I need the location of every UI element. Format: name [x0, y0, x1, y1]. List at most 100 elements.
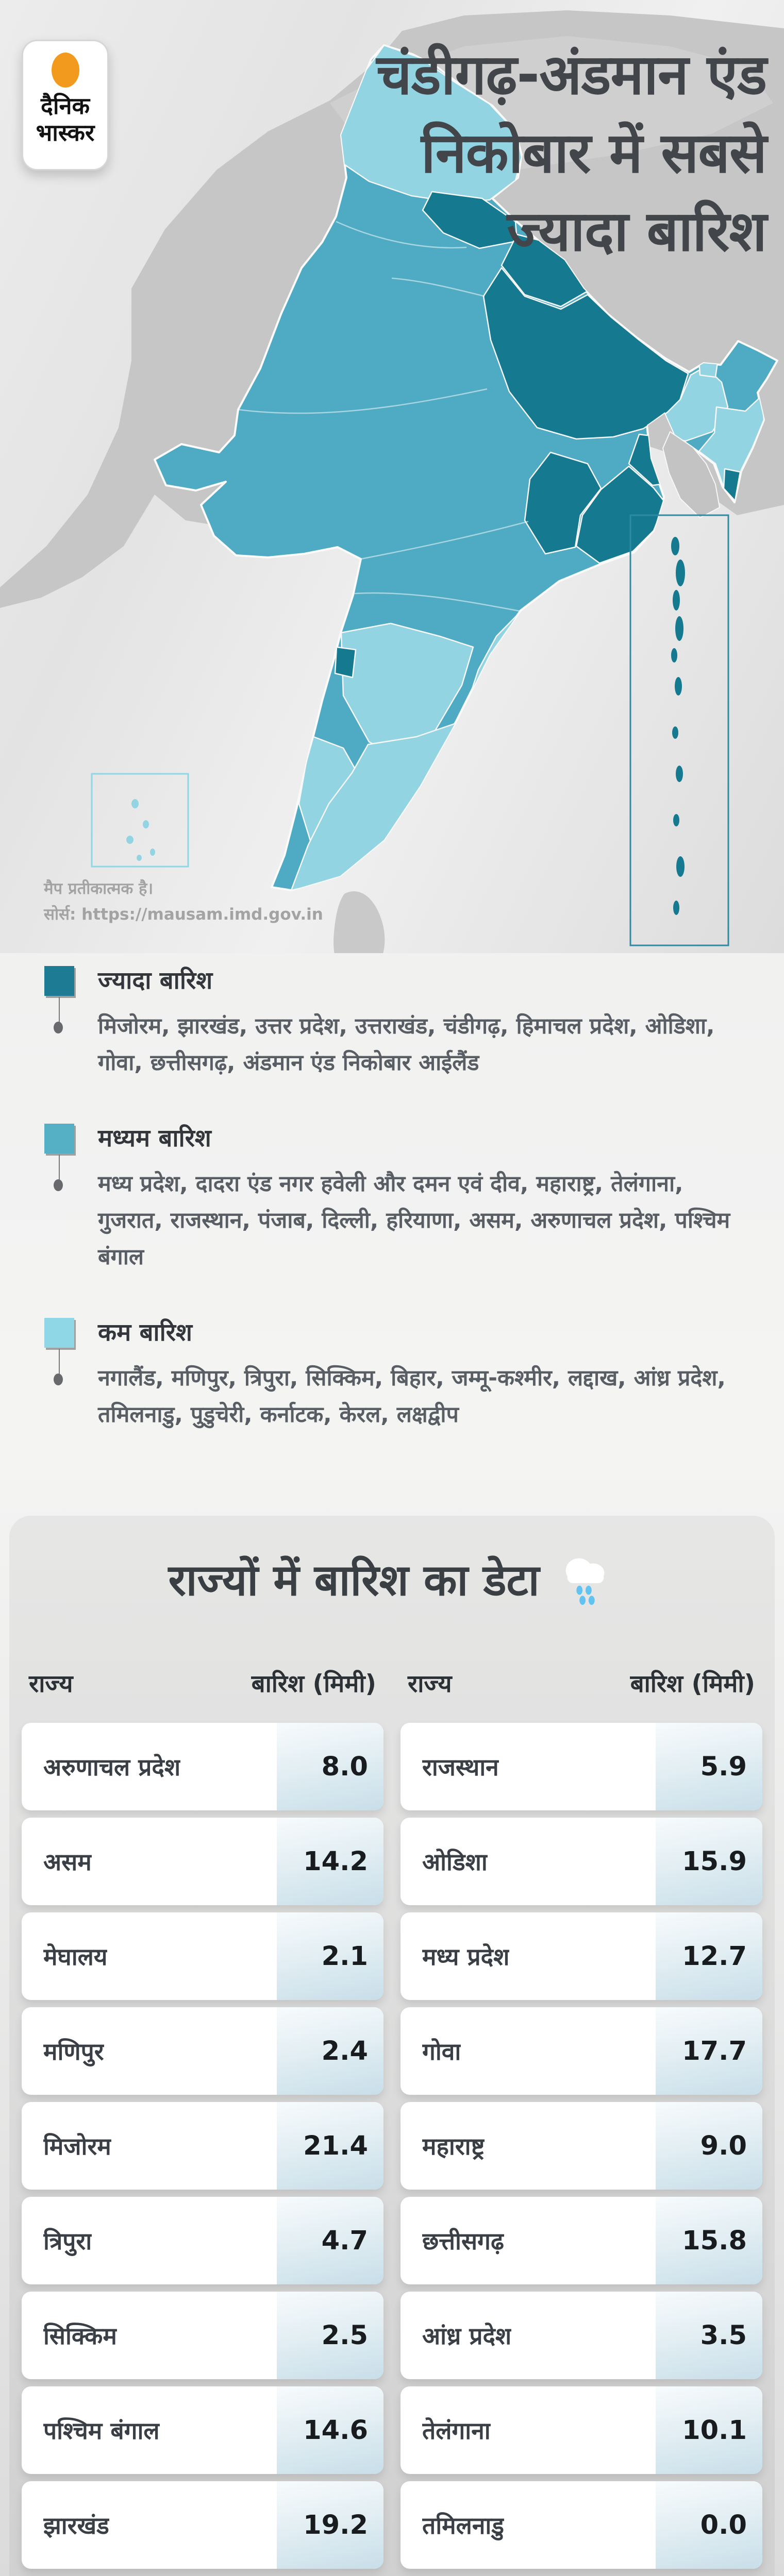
table-row: पश्चिम बंगाल 14.6	[22, 2386, 383, 2474]
legend-states-high: मिजोरम, झारखंड, उत्तर प्रदेश, उत्तराखंड,…	[98, 1013, 715, 1076]
map-note-line2: सोर्स: https://mausam.imd.gov.in	[44, 905, 323, 924]
state-name: मध्य प्रदेश	[422, 1943, 510, 1971]
legend-label-low: कम बारिश	[98, 1318, 192, 1347]
table-row: ओडिशा 15.9	[401, 1818, 762, 1905]
rain-value: 5.9	[656, 1723, 762, 1810]
rain-value: 8.0	[277, 1723, 383, 1810]
table-header-right: राज्य बारिश (मिमी)	[401, 1666, 762, 1699]
table-title: राज्यों में बारिश का डेटा	[168, 1554, 540, 1605]
legend-swatch-medium	[44, 1124, 74, 1154]
rain-value: 9.0	[656, 2102, 762, 2190]
state-name: त्रिपुरा	[43, 2227, 92, 2255]
table-row: असम 14.2	[22, 1818, 383, 1905]
state-name: झारखंड	[43, 2512, 109, 2539]
legend-swatch-low	[44, 1318, 74, 1348]
hero-map-section: दैनिक भास्कर चंडीगढ़-अंडमान एंड निकोबार …	[0, 0, 784, 953]
rain-value: 14.6	[277, 2386, 383, 2474]
table-row: अरुणाचल प्रदेश 8.0	[22, 1723, 383, 1810]
state-goa	[334, 646, 357, 679]
legend-swatch-high	[44, 966, 74, 996]
table-header-left: राज्य बारिश (मिमी)	[22, 1666, 383, 1699]
bangladesh-landmass	[662, 431, 721, 519]
table-row: मिजोरम 21.4	[22, 2102, 383, 2190]
rain-cloud-icon	[565, 1558, 604, 1605]
rain-value: 10.1	[656, 2386, 762, 2474]
column-header-state: राज्य	[408, 1670, 452, 1698]
legend-bullet-dot	[54, 1179, 63, 1191]
logo-sun-icon	[51, 53, 79, 88]
table-row: मेघालय 2.1	[22, 1912, 383, 2000]
table-row: झारखंड 19.2	[22, 2481, 383, 2569]
state-name: अरुणाचल प्रदेश	[43, 1753, 181, 1781]
rain-value: 3.5	[656, 2292, 762, 2379]
state-jammu-kashmir-ladakh	[329, 45, 523, 203]
legend-bullet-dot	[54, 1374, 63, 1385]
state-name: छत्तीसगढ़	[422, 2227, 504, 2255]
state-chhattisgarh	[524, 451, 602, 555]
rain-value: 0.0	[656, 2481, 762, 2569]
state-karnataka	[340, 622, 474, 762]
rain-value: 12.7	[656, 1912, 762, 2000]
rain-data-card: राज्यों में बारिश का डेटा राज्य बारिश (म…	[9, 1516, 775, 2576]
andaman-nicobar-inset	[629, 514, 729, 946]
state-name: आंध्र प्रदेश	[422, 2322, 512, 2350]
table-row: सिक्किम 2.5	[22, 2292, 383, 2379]
table-row: गोवा 17.7	[401, 2007, 762, 2095]
logo-text-line1: दैनिक	[40, 92, 90, 120]
logo-text-line2: भास्कर	[36, 119, 95, 146]
legend-connector-line	[59, 1155, 60, 1181]
rain-value: 19.2	[277, 2481, 383, 2569]
legend: ज्यादा बारिश मिजोरम, झारखंड, उत्तर प्रदे…	[0, 953, 784, 1433]
dainik-bhaskar-logo: दैनिक भास्कर	[22, 40, 109, 171]
legend-connector-line	[59, 997, 60, 1024]
rain-value: 17.7	[656, 2007, 762, 2095]
state-himachal	[422, 191, 518, 249]
column-header-rain: बारिश (मिमी)	[630, 1670, 755, 1698]
table-row: राजस्थान 5.9	[401, 1723, 762, 1810]
rain-value: 15.9	[656, 1818, 762, 1905]
legend-item-low-rain: कम बारिश नगालैंड, मणिपुर, त्रिपुरा, सिक्…	[0, 1316, 753, 1433]
state-odisha	[575, 465, 666, 564]
table-row: महाराष्ट्र 9.0	[401, 2102, 762, 2190]
column-header-state: राज्य	[29, 1670, 73, 1698]
table-row: छत्तीसगढ़ 15.8	[401, 2197, 762, 2284]
state-name: असम	[43, 1848, 92, 1876]
table-row: त्रिपुरा 4.7	[22, 2197, 383, 2284]
column-header-rain: बारिश (मिमी)	[251, 1670, 376, 1698]
table-row: आंध्र प्रदेश 3.5	[401, 2292, 762, 2379]
state-name: राजस्थान	[422, 1753, 499, 1781]
state-name: सिक्किम	[43, 2322, 117, 2350]
state-name: गोवा	[422, 2038, 461, 2065]
page-title: चंडीगढ़-अंडमान एंड निकोबार में सबसे ज्या…	[376, 43, 767, 264]
rain-tables: राज्य बारिश (मिमी) अरुणाचल प्रदेश 8.0 असम 1…	[22, 1666, 762, 2576]
table-column-right: राज्य बारिश (मिमी) राजस्थान 5.9 ओडिशा 15.9 म…	[401, 1666, 762, 2576]
state-name: मेघालय	[43, 1943, 108, 1971]
state-name: महाराष्ट्र	[422, 2132, 485, 2160]
legend-label-medium: मध्यम बारिश	[98, 1124, 211, 1153]
table-row: मणिपुर 2.4	[22, 2007, 383, 2095]
state-border-lines	[238, 221, 529, 612]
rain-value: 4.7	[277, 2197, 383, 2284]
rain-value: 2.4	[277, 2007, 383, 2095]
table-title-row: राज्यों में बारिश का डेटा	[22, 1548, 762, 1608]
legend-item-medium-rain: मध्यम बारिश मध्य प्रदेश, दादरा एंड नगर ह…	[0, 1122, 753, 1276]
legend-states-low: नगालैंड, मणिपुर, त्रिपुरा, सिक्किम, बिहा…	[98, 1365, 726, 1428]
table-row: मध्य प्रदेश 12.7	[401, 1912, 762, 2000]
table-row: तेलंगाना 10.1	[401, 2386, 762, 2474]
map-note-line1: मैप प्रतीकात्मक है।	[44, 879, 154, 898]
rain-value: 2.5	[277, 2292, 383, 2379]
legend-connector-line	[59, 1349, 60, 1376]
rain-value: 21.4	[277, 2102, 383, 2190]
state-name: मणिपुर	[43, 2038, 104, 2065]
rain-value: 2.1	[277, 1912, 383, 2000]
rain-value: 15.8	[656, 2197, 762, 2284]
table-column-left: राज्य बारिश (मिमी) अरुणाचल प्रदेश 8.0 असम 1…	[22, 1666, 383, 2576]
state-name: तमिलनाडु	[422, 2512, 504, 2539]
table-row: तमिलनाडु 0.0	[401, 2481, 762, 2569]
legend-bullet-dot	[54, 1022, 63, 1033]
rain-value: 14.2	[277, 1818, 383, 1905]
state-name: तेलंगाना	[422, 2417, 491, 2445]
lakshadweep-inset	[91, 773, 189, 868]
legend-label-high: ज्यादा बारिश	[98, 967, 213, 995]
legend-states-medium: मध्य प्रदेश, दादरा एंड नगर हवेली और दमन …	[98, 1171, 730, 1270]
